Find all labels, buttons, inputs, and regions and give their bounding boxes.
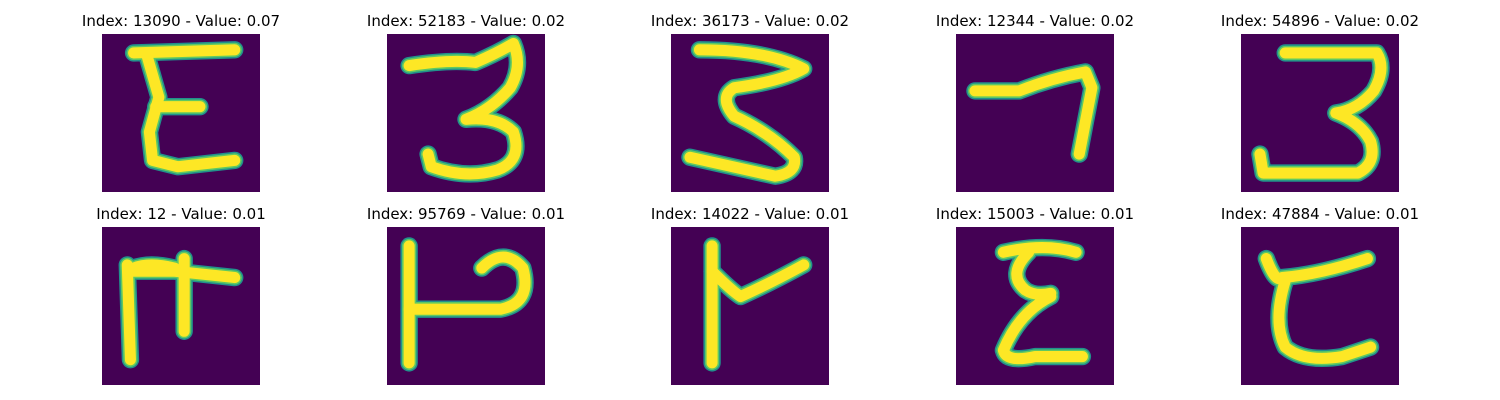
stroke-core [403, 37, 523, 180]
stroke-core [128, 259, 181, 274]
panel-title: Index: 52183 - Value: 0.02 [366, 12, 566, 30]
digit-image-canvas [387, 34, 545, 192]
digit-image-canvas [102, 227, 260, 385]
panel-title: Index: 47884 - Value: 0.01 [1220, 205, 1420, 223]
image-background [671, 227, 829, 385]
panel-title: Index: 15003 - Value: 0.01 [935, 205, 1135, 223]
stroke-core [706, 259, 810, 303]
digit-image-canvas [1241, 34, 1399, 192]
panel-title: Index: 95769 - Value: 0.01 [366, 205, 566, 223]
digit-image-canvas [671, 227, 829, 385]
panel-title: Index: 12344 - Value: 0.02 [935, 12, 1135, 30]
digit-image [956, 227, 1114, 385]
panel-title: Index: 12 - Value: 0.01 [96, 205, 266, 223]
stroke-core [1273, 275, 1377, 364]
stroke-core [1254, 47, 1387, 179]
stroke-core [969, 66, 1098, 160]
stroke-core [403, 251, 531, 315]
digit-image [671, 227, 829, 385]
digit-image [102, 34, 260, 192]
digit-image [387, 227, 545, 385]
digit-image [102, 227, 260, 385]
digit-image [671, 34, 829, 192]
stroke-core [997, 290, 1088, 365]
stroke-core [140, 47, 241, 173]
digit-image-canvas [956, 34, 1114, 192]
stroke-core [684, 44, 810, 182]
stroke-core [997, 242, 1082, 258]
digit-image [1241, 34, 1399, 192]
digit-image-canvas [102, 34, 260, 192]
stroke-core [121, 259, 136, 366]
panel-title: Index: 13090 - Value: 0.07 [81, 12, 281, 30]
panel-title: Index: 54896 - Value: 0.02 [1220, 12, 1420, 30]
stroke-core [1011, 246, 1057, 300]
digit-image-canvas [671, 34, 829, 192]
digit-image-canvas [387, 227, 545, 385]
digit-image-canvas [1241, 227, 1399, 385]
digit-image [387, 34, 545, 192]
digit-image-canvas [956, 227, 1114, 385]
digit-image [956, 34, 1114, 192]
digit-image [1241, 227, 1399, 385]
panel-title: Index: 36173 - Value: 0.02 [650, 12, 850, 30]
panel-title: Index: 14022 - Value: 0.01 [650, 205, 850, 223]
